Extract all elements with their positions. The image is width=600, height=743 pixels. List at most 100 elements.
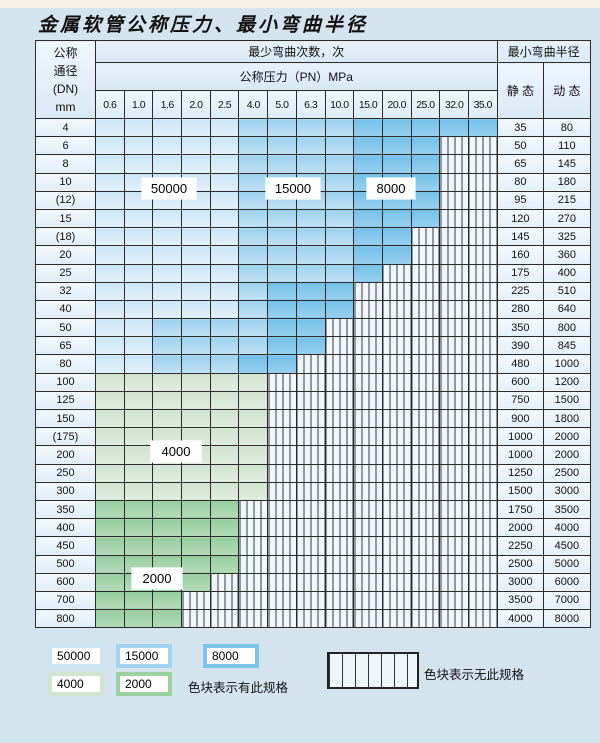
spec-cell [410, 208, 441, 229]
table-row: 200 1000 2000 [35, 445, 591, 465]
static-radius-cell: 3000 [496, 572, 545, 592]
no-spec-cell [467, 172, 498, 192]
pressure-col-header: 10.0 [324, 90, 355, 119]
no-spec-cell [295, 554, 326, 574]
spec-cell [295, 208, 326, 229]
spec-cell [181, 208, 211, 229]
no-spec-cell [439, 372, 469, 392]
no-spec-cell [353, 427, 383, 447]
cycles-label-50000: 50000 [142, 178, 196, 199]
dynamic-radius-cell: 5000 [543, 554, 591, 574]
no-spec-cell [381, 572, 412, 592]
spec-cell [95, 354, 125, 374]
dynamic-radius-cell: 215 [543, 190, 591, 210]
no-spec-cell [439, 263, 469, 283]
dn-cell: 700 [35, 590, 96, 611]
no-spec-cell [410, 281, 441, 301]
no-spec-cell [439, 499, 469, 520]
no-spec-cell [267, 518, 297, 538]
spec-cell [209, 518, 240, 538]
no-spec-cell [381, 318, 412, 338]
no-spec-cell [467, 481, 498, 501]
spec-cell [238, 281, 269, 301]
legend-swatch-4000: 4000 [48, 672, 104, 696]
dynamic-radius-cell: 4500 [543, 536, 591, 556]
pressure-header: 公称压力（PN）MPa [95, 62, 498, 91]
spec-cell [152, 154, 183, 174]
page-title: 金属软管公称压力、最小弯曲半径 [38, 14, 369, 36]
pressure-col-header: 20.0 [381, 90, 412, 119]
table-row: (175) 1000 2000 [35, 427, 591, 447]
spec-cell [181, 463, 211, 483]
spec-cell [238, 408, 269, 429]
no-spec-cell [467, 154, 498, 174]
no-spec-cell [353, 463, 383, 483]
no-spec-cell [467, 427, 498, 447]
dn-cell: 4 [35, 117, 96, 138]
no-spec-cell [439, 554, 469, 574]
no-spec-cell [295, 572, 326, 592]
no-spec-cell [467, 572, 498, 592]
no-spec-cell [209, 609, 240, 629]
static-radius-cell: 1750 [496, 499, 545, 520]
no-spec-cell [439, 609, 469, 629]
no-spec-cell [467, 281, 498, 301]
no-spec-cell [353, 554, 383, 574]
spec-cell [267, 136, 297, 156]
dn-cell: 150 [35, 408, 96, 429]
spec-cell [95, 117, 125, 138]
no-spec-cell [439, 172, 469, 192]
spec-cell [238, 372, 269, 392]
no-spec-cell [353, 354, 383, 374]
spec-cell [381, 154, 412, 174]
no-spec-cell [295, 463, 326, 483]
static-radius-cell: 80 [496, 172, 545, 192]
spec-cell [209, 336, 240, 356]
spec-cell [324, 299, 355, 320]
no-spec-cell [410, 554, 441, 574]
no-spec-cell [439, 518, 469, 538]
no-spec-cell [467, 609, 498, 629]
spec-cell [152, 372, 183, 392]
spec-cell [95, 208, 125, 229]
no-spec-cell [467, 390, 498, 411]
spec-cell [95, 499, 125, 520]
static-radius-cell: 35 [496, 117, 545, 138]
pressure-col-header: 2.0 [181, 90, 211, 119]
no-spec-cell [439, 572, 469, 592]
dynamic-radius-cell: 6000 [543, 572, 591, 592]
no-spec-cell [353, 499, 383, 520]
dn-cell: 125 [35, 390, 96, 411]
no-spec-cell [353, 408, 383, 429]
no-spec-cell [467, 263, 498, 283]
legend-swatch-label: 8000 [207, 648, 255, 664]
dynamic-radius-cell: 1800 [543, 408, 591, 429]
dn-header-line: mm [55, 99, 76, 114]
spec-cell [209, 263, 240, 283]
no-spec-cell [209, 572, 240, 592]
table-row: 6 50 110 [35, 136, 591, 156]
header-row-pressures: 0.6 1.0 1.6 2.0 2.5 4.0 5.0 6.3 10.0 15.0 20.0 25.0… [36, 90, 591, 119]
spec-table: 公称 通径 (DN) mm 最少弯曲次数，次 最小弯曲半径 公称压力（PN）MP… [35, 40, 591, 629]
spec-cell [267, 318, 297, 338]
spec-cell [353, 245, 383, 265]
no-spec-cell [267, 536, 297, 556]
no-spec-cell [410, 609, 441, 629]
spec-cell [267, 117, 297, 138]
table-row: 4 35 80 [35, 117, 591, 138]
dynamic-radius-cell: 1200 [543, 372, 591, 392]
no-spec-cell [439, 408, 469, 429]
table-row: 450 2250 4500 [35, 536, 591, 556]
table-row: 700 3500 7000 [35, 590, 591, 611]
spec-cell [181, 245, 211, 265]
spec-cell [238, 136, 269, 156]
dn-cell: 6 [35, 136, 96, 156]
dynamic-radius-cell: 145 [543, 154, 591, 174]
static-radius-cell: 4000 [496, 609, 545, 629]
table-row: 500 2500 5000 [35, 554, 591, 574]
no-spec-cell [381, 427, 412, 447]
static-radius-cell: 280 [496, 299, 545, 320]
no-spec-cell [410, 518, 441, 538]
dn-cell: (12) [35, 190, 96, 210]
spec-cell [123, 245, 154, 265]
